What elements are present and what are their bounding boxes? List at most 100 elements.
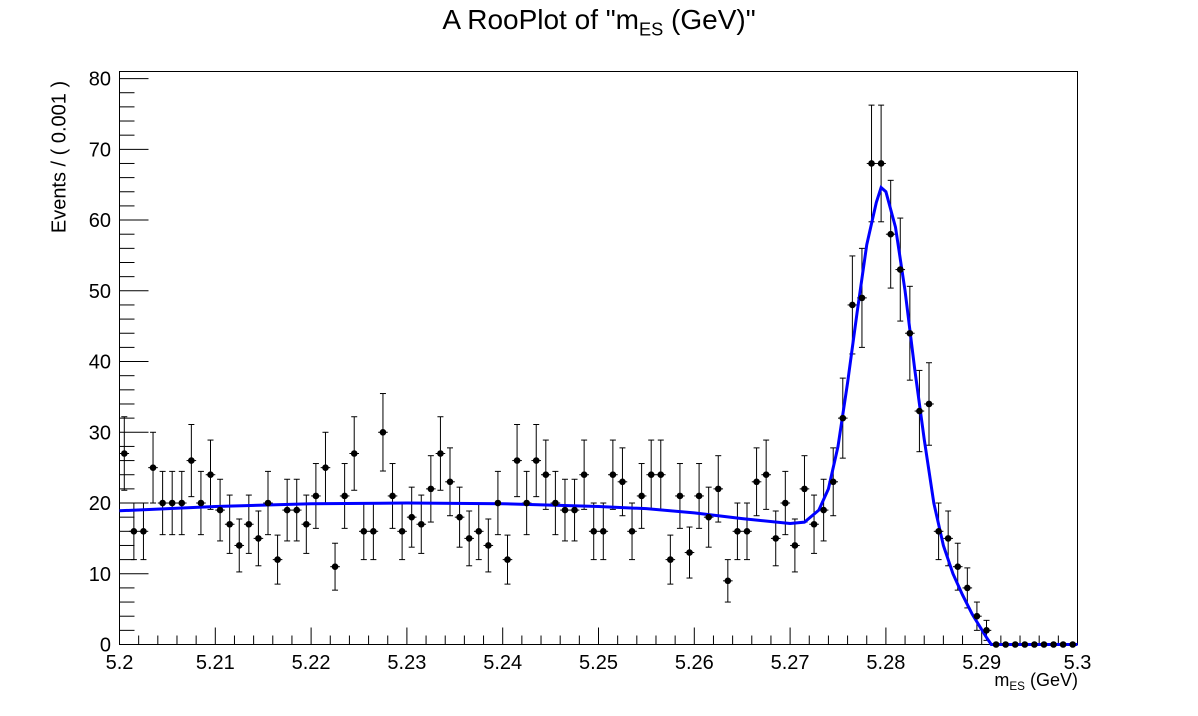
data-point — [964, 584, 971, 592]
data-point — [561, 506, 569, 514]
data-point — [226, 520, 233, 528]
x-tick-label: 5.25 — [579, 652, 618, 674]
x-axis-label-subscript: ES — [1009, 680, 1025, 694]
x-tick-label: 5.21 — [196, 652, 235, 674]
data-point — [216, 506, 224, 514]
data-point — [782, 499, 789, 507]
error-bars — [119, 104, 1078, 645]
data-point — [264, 499, 272, 507]
data-point — [379, 428, 387, 436]
y-tick-label: 40 — [89, 352, 111, 374]
data-point — [542, 471, 550, 479]
y-tick-label: 60 — [89, 210, 111, 232]
data-point — [992, 641, 1000, 648]
data-point — [120, 450, 128, 457]
data-point — [657, 471, 665, 479]
data-point — [1031, 641, 1038, 648]
axes: 5.2 5.21 5.22 5.23 5.24 5.25 5.26 5.27 5.28 5.29 5… — [89, 69, 1092, 674]
data-point — [714, 485, 722, 493]
chart-title-suffix: (GeV)" — [663, 4, 756, 35]
data-point — [465, 535, 473, 542]
data-point — [983, 627, 990, 634]
data-point — [609, 471, 617, 479]
data-point — [389, 492, 396, 500]
x-tick-label: 5.26 — [675, 652, 714, 674]
data-point — [619, 478, 626, 486]
fit-curve — [119, 184, 1078, 646]
data-point — [322, 464, 329, 471]
data-point — [207, 471, 214, 479]
data-point — [686, 549, 693, 556]
data-point — [255, 535, 262, 542]
x-tick-label: 5.27 — [771, 652, 810, 674]
data-point — [178, 499, 186, 507]
data-point — [849, 301, 856, 309]
data-point — [513, 457, 521, 464]
data-point — [130, 528, 138, 535]
x-axis-label-suffix: (GeV) — [1024, 670, 1078, 690]
data-point — [235, 542, 243, 549]
data-point — [437, 450, 444, 457]
data-point — [906, 329, 914, 337]
data-point — [1069, 641, 1077, 648]
data-point — [331, 563, 339, 570]
data-point — [140, 528, 147, 535]
x-axis-label-main: m — [994, 670, 1010, 690]
data-point — [734, 528, 741, 535]
data-point — [283, 506, 291, 514]
data-point — [916, 407, 923, 415]
data-point — [1021, 641, 1029, 648]
data-point — [896, 266, 904, 273]
data-point — [188, 457, 195, 464]
data-point — [532, 457, 540, 464]
data-point — [245, 520, 253, 528]
data-point — [944, 535, 952, 542]
data-point — [494, 499, 502, 507]
chart-title-prefix: A RooPlot of "m — [442, 4, 640, 35]
data-point — [647, 471, 655, 479]
data-point — [868, 160, 875, 167]
data-point — [408, 513, 415, 521]
data-point — [580, 471, 588, 479]
data-point — [1011, 641, 1019, 648]
data-point — [724, 577, 732, 585]
x-tick-label: 5.24 — [483, 652, 522, 674]
data-point — [638, 492, 645, 500]
data-points — [120, 160, 1077, 648]
data-point — [398, 528, 406, 535]
data-point — [149, 464, 157, 471]
data-point — [772, 535, 780, 542]
data-point — [753, 478, 760, 486]
data-point — [427, 485, 435, 493]
data-point — [935, 528, 942, 535]
data-point — [762, 471, 770, 479]
plot-frame — [119, 71, 1078, 645]
data-point — [523, 499, 530, 507]
data-point — [676, 492, 684, 500]
data-point — [1050, 641, 1057, 648]
y-axis-label: Events / ( 0.001 ) — [48, 80, 71, 234]
data-point — [370, 528, 377, 535]
data-point — [350, 450, 358, 457]
data-point — [341, 492, 348, 500]
y-tick-label: 0 — [100, 635, 111, 657]
data-point — [1059, 641, 1067, 648]
chart-title: A RooPlot of "mES (GeV)" — [0, 4, 1198, 40]
data-point — [973, 612, 981, 620]
data-point — [810, 520, 818, 528]
data-point — [829, 478, 837, 486]
data-point — [571, 506, 578, 514]
data-point — [791, 542, 799, 549]
data-point — [360, 528, 368, 535]
x-tick-label: 5.3 — [1064, 652, 1092, 674]
chart-title-subscript: ES — [639, 19, 664, 40]
data-point — [456, 513, 463, 521]
data-point — [303, 520, 310, 528]
y-tick-label: 20 — [89, 493, 111, 515]
data-point — [695, 492, 703, 500]
data-point — [820, 506, 827, 514]
data-point — [504, 556, 511, 563]
y-tick-label: 80 — [89, 69, 111, 91]
x-tick-label: 5.22 — [292, 652, 331, 674]
